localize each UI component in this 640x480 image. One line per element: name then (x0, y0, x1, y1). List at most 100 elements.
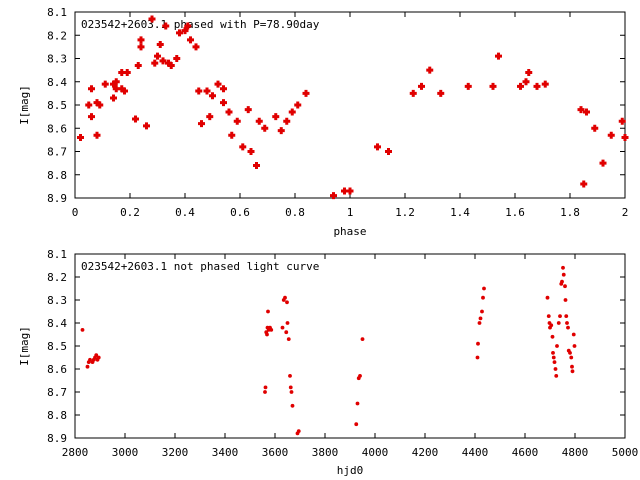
data-point (618, 117, 626, 125)
data-point (176, 29, 183, 37)
data-point (214, 80, 222, 88)
data-point (132, 115, 139, 123)
data-point (437, 89, 445, 97)
data-point (209, 92, 216, 100)
y-tick-label: 8.3 (47, 294, 67, 307)
data-point (220, 85, 227, 93)
data-point (148, 15, 156, 23)
data-point (577, 106, 585, 114)
data-point (568, 351, 572, 355)
data-point (247, 148, 255, 155)
y-axis-label: I[mag] (18, 85, 31, 125)
data-point (522, 78, 530, 86)
data-point (284, 330, 289, 335)
data-point (198, 120, 205, 128)
data-point (545, 295, 550, 300)
y-tick-label: 8.8 (47, 409, 67, 422)
x-tick-label: 2 (622, 206, 629, 219)
x-tick-label: 0.2 (120, 206, 140, 219)
data-point (173, 55, 181, 62)
data-point (167, 61, 175, 69)
data-point (285, 321, 290, 325)
x-tick-label: 0.6 (230, 206, 250, 219)
data-point (330, 192, 337, 200)
data-point (571, 332, 576, 337)
data-point (560, 279, 564, 284)
data-point (134, 61, 142, 69)
data-point (266, 309, 270, 314)
data-point (481, 295, 485, 300)
data-point (517, 82, 524, 90)
x-tick-label: 3200 (162, 446, 189, 459)
x-tick-label: 0.4 (175, 206, 195, 219)
data-point (88, 85, 95, 93)
data-point (110, 94, 117, 102)
data-point (137, 43, 145, 51)
x-axis-label: hjd0 (337, 464, 364, 477)
data-point (591, 124, 599, 132)
data-point (558, 314, 562, 318)
data-point (269, 328, 274, 332)
data-point (621, 134, 629, 142)
data-point (261, 124, 269, 132)
data-point (286, 337, 291, 341)
y-tick-label: 8.2 (47, 271, 67, 284)
data-point (225, 108, 233, 116)
data-point (563, 284, 567, 289)
data-point (96, 355, 101, 360)
y-tick-label: 8.3 (47, 53, 67, 66)
data-point (154, 52, 161, 60)
data-point (546, 314, 551, 318)
data-point (480, 309, 484, 314)
x-tick-label: 4600 (512, 446, 539, 459)
data-point (253, 161, 260, 169)
data-point (290, 403, 295, 408)
data-point (123, 68, 131, 76)
data-point (346, 187, 354, 195)
data-point (220, 99, 227, 107)
data-point (409, 89, 417, 97)
y-tick-label: 8.4 (47, 317, 67, 330)
data-point (418, 82, 425, 90)
y-tick-label: 8.8 (47, 169, 67, 182)
x-tick-label: 3600 (262, 446, 289, 459)
y-tick-label: 8.5 (47, 340, 67, 353)
data-point (187, 36, 194, 44)
phased-light-curve-panel: 0 0.2 0.4 0.6 0.8 1 1.2 1.4 1.6 1.8 2 8.1 8.2 8.3 8.4 8… (18, 6, 629, 238)
data-point (192, 43, 200, 51)
chart-title: 023542+2603.1 phased with P=78.90day (81, 18, 320, 31)
chart-title: 023542+2603.1 not phased light curve (81, 260, 319, 273)
data-point (288, 374, 292, 378)
data-point (569, 355, 574, 360)
x-tick-label: 1.6 (505, 206, 525, 219)
data-point (239, 143, 247, 151)
data-point (228, 131, 236, 139)
x-axis-label: phase (333, 225, 366, 238)
data-point (374, 143, 381, 151)
data-point (206, 113, 214, 121)
data-point (85, 101, 93, 109)
x-tick-label: 5000 (612, 446, 639, 459)
data-point (302, 89, 310, 97)
data-point (283, 295, 287, 300)
data-point (294, 101, 302, 109)
data-point (112, 78, 120, 86)
x-tick-label: 3400 (212, 446, 239, 459)
x-tick-label: 3800 (312, 446, 339, 459)
data-point (561, 272, 566, 277)
data-point (565, 321, 569, 325)
data-point (244, 106, 252, 114)
data-point (553, 367, 558, 371)
data-point (341, 187, 348, 195)
x-tick-label: 1.8 (560, 206, 580, 219)
x-tick-label: 3000 (112, 446, 139, 459)
data-point (283, 117, 291, 125)
data-point (159, 57, 167, 65)
data-point (137, 36, 145, 44)
y-tick-label: 8.4 (47, 76, 67, 89)
unphased-light-curve-panel: 2800 3000 3200 3400 3600 3800 4000 4200 4400 4600… (18, 248, 638, 477)
data-point (263, 385, 268, 390)
y-axis-label: I[mag] (18, 326, 31, 366)
data-point (561, 265, 565, 270)
